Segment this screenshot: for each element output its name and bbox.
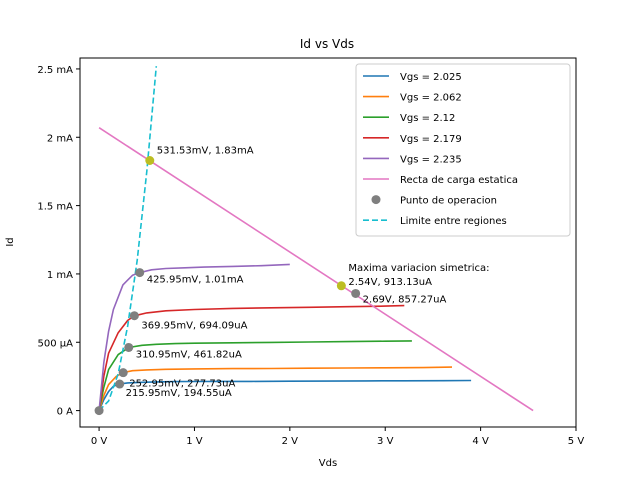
point-annotation: 2.69V, 857.27uA [363, 294, 447, 305]
y-axis-label: Id [5, 237, 16, 246]
legend-label: Vgs = 2.025 [400, 72, 462, 83]
legend-label: Recta de carga estatica [400, 175, 518, 186]
legend: Vgs = 2.025 Vgs = 2.062 Vgs = 2.12 Vgs = 2.… [355, 63, 571, 237]
operating-point [115, 379, 125, 389]
point-annotation: 2.54V, 913.13uA [348, 277, 432, 288]
legend-label: Vgs = 2.179 [400, 134, 462, 145]
x-axis-label: Vds [319, 458, 337, 469]
x-tick-label: 0 V [91, 436, 108, 447]
y-tick-label: 2.5 mA [37, 65, 73, 76]
operating-point [129, 311, 139, 321]
point-annotation: 369.95mV, 694.09uA [141, 321, 247, 332]
series-line [98, 379, 472, 411]
y-tick-label: 1.5 mA [37, 202, 73, 213]
series-line [98, 366, 453, 411]
x-axis: 0 V 1 V 2 V 3 V 4 V 5 V [91, 427, 584, 447]
legend-label: Vgs = 2.062 [400, 93, 462, 104]
series-line [98, 304, 405, 411]
operating-point [94, 406, 104, 416]
point-annotation: 310.95mV, 461.82uA [136, 349, 242, 360]
operating-point [124, 342, 134, 352]
legend-marker [371, 195, 381, 205]
chart-title: Id vs Vds [300, 37, 354, 51]
x-tick-label: 4 V [472, 436, 489, 447]
series-line [98, 340, 412, 411]
point-annotation: 531.53mV, 1.83mA [157, 146, 254, 157]
operating-point [118, 368, 128, 378]
point-annotation: 425.95mV, 1.01mA [147, 275, 244, 286]
series-line [98, 127, 534, 412]
x-tick-label: 1 V [186, 436, 203, 447]
operating-point [135, 268, 145, 278]
highlight-point [336, 281, 346, 291]
legend-label: Vgs = 2.12 [400, 113, 455, 124]
legend-label: Limite entre regiones [400, 216, 507, 227]
annotation-heading: Maxima variacion simetrica: [348, 263, 489, 274]
series-line [98, 263, 290, 411]
axes-frame [79, 57, 577, 428]
series-line [98, 66, 158, 412]
operating-point [351, 288, 361, 298]
y-tick-label: 1 mA [47, 270, 73, 281]
legend-label: Punto de operacion [400, 196, 497, 207]
x-tick-label: 2 V [282, 436, 299, 447]
highlight-point [145, 156, 155, 165]
x-tick-label: 5 V [568, 436, 585, 447]
y-axis: 0 A 500 µA 1 mA 1.5 mA 2 mA 2.5 mA [37, 65, 80, 418]
y-tick-label: 0 A [57, 407, 74, 418]
point-annotation: 215.95mV, 194.55uA [126, 388, 232, 399]
legend-box [355, 63, 571, 237]
y-tick-label: 500 µA [38, 338, 74, 349]
x-tick-label: 3 V [377, 436, 394, 447]
legend-label: Vgs = 2.235 [400, 154, 462, 165]
y-tick-label: 2 mA [47, 133, 73, 144]
point-annotation: 252.95mV, 277.73uA [129, 379, 235, 390]
